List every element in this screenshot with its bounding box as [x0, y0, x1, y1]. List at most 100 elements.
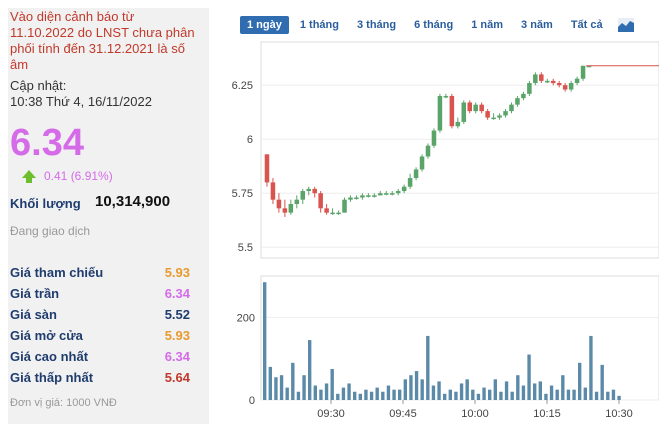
volume-bar — [398, 389, 402, 400]
volume-bar — [499, 391, 503, 400]
candle-body — [533, 74, 538, 84]
volume-bar — [572, 389, 576, 400]
volume-bar — [324, 383, 329, 400]
stat-row: Giá tham chiếu 5.93 — [10, 262, 190, 283]
volume-bar — [347, 383, 351, 400]
tab-6-tháng[interactable]: 6 tháng — [414, 19, 454, 31]
candle-body — [509, 104, 514, 112]
volume-bar — [330, 369, 334, 400]
volume-bar — [268, 366, 272, 400]
volume-bar — [291, 362, 295, 400]
tab-1-tháng[interactable]: 1 tháng — [299, 19, 339, 31]
price-stats: Giá tham chiếu 5.93 Giá trần 6.34 Giá sàn 5.5… — [10, 262, 190, 388]
tab-Tất-cả[interactable]: Tất cả — [570, 19, 603, 31]
candle-body — [574, 78, 580, 84]
volume-bar — [617, 395, 621, 400]
volume-bar — [606, 391, 610, 400]
candle-body — [288, 204, 294, 213]
price-plot-area — [260, 41, 659, 259]
candle-body — [276, 199, 282, 209]
candle-body — [568, 83, 574, 90]
candle-body — [378, 193, 383, 196]
candle-body — [580, 65, 586, 79]
candle-body — [521, 93, 526, 99]
stat-value: 5.93 — [164, 265, 190, 280]
price-tick-label: 5.75 — [232, 188, 253, 200]
volume-bar — [538, 381, 542, 400]
candle-body — [497, 115, 502, 118]
updated-label: Cập nhật: — [10, 78, 67, 93]
volume-bar — [392, 389, 396, 400]
up-arrow-icon — [22, 170, 36, 183]
volume-bar — [521, 385, 526, 400]
volume-bar — [386, 385, 391, 400]
candle-body — [294, 199, 300, 204]
volume-bar — [274, 377, 278, 400]
candle-body — [407, 178, 413, 187]
volume-bar — [285, 387, 289, 400]
volume-bar — [296, 391, 301, 400]
volume-bar — [544, 393, 548, 400]
time-label: 09:30 — [317, 408, 345, 420]
volume-bar — [420, 379, 424, 400]
volume-bar — [336, 393, 340, 400]
updated-info: Cập nhật: 10:38 Thứ 4, 16/11/2022 — [10, 78, 152, 110]
price-change-row: 0.41 (6.91%) — [22, 168, 113, 184]
candle-body — [449, 96, 455, 127]
volume-bar — [549, 385, 554, 400]
stat-value: 5.64 — [164, 370, 190, 385]
updated-time: 10:38 Thứ 4, 16/11/2022 — [10, 94, 152, 109]
volume-bar — [465, 379, 469, 400]
volume-bar — [510, 391, 514, 400]
candle-body — [336, 212, 341, 215]
price-tick-label: 5.5 — [238, 242, 253, 254]
price-tick-label: 6.25 — [232, 80, 253, 92]
volume-bar — [308, 340, 312, 400]
candle-body — [360, 195, 365, 198]
tab-3-năm[interactable]: 3 năm — [521, 19, 553, 31]
candle-body — [366, 195, 371, 197]
volume-bar — [369, 391, 374, 400]
candle-body — [491, 117, 496, 120]
time-label: 10:15 — [533, 408, 561, 420]
candle-body — [282, 208, 288, 213]
stat-label: Giá trần — [10, 286, 60, 301]
price-change: 0.41 (6.91%) — [44, 169, 113, 183]
candle-body — [312, 188, 317, 194]
volume-tick-label: 200 — [237, 312, 255, 324]
candle-body — [527, 83, 532, 94]
candle-body — [342, 199, 347, 213]
candle-body — [431, 130, 437, 146]
volume-bar — [459, 383, 464, 400]
volume-bar — [263, 282, 267, 400]
candle-body — [348, 197, 353, 200]
current-price: 6.34 — [10, 122, 84, 164]
tab-1-năm[interactable]: 1 năm — [471, 19, 504, 31]
candle-body — [539, 74, 544, 81]
candle-body — [586, 65, 592, 68]
candle-body — [503, 111, 508, 116]
candle-body — [556, 83, 562, 86]
stock-info-panel — [8, 8, 209, 424]
volume-bar — [482, 387, 486, 400]
volume-bar — [594, 391, 599, 400]
warning-text: Vào diện cảnh báo từ 11.10.2022 do LNST … — [10, 9, 195, 72]
stat-label: Giá sàn — [10, 307, 57, 322]
volume-bar — [409, 375, 413, 400]
stat-row: Giá cao nhất 6.34 — [10, 346, 190, 367]
volume-bar — [279, 375, 284, 400]
volume-label: Khối lượng — [10, 196, 81, 211]
stat-label: Giá cao nhất — [10, 349, 89, 364]
tab-1-ngày[interactable]: 1 ngày — [240, 16, 289, 34]
area-chart-icon[interactable] — [617, 18, 634, 32]
time-label: 10:00 — [461, 408, 489, 420]
candle-body — [401, 186, 407, 192]
tab-3-tháng[interactable]: 3 tháng — [356, 19, 397, 31]
volume-bar — [381, 391, 385, 400]
candle-body — [324, 208, 329, 213]
volume-bar — [504, 381, 509, 400]
candle-body — [545, 80, 550, 83]
candle-body — [443, 96, 449, 98]
volume-bar — [426, 335, 430, 400]
volume-bar — [403, 379, 407, 400]
